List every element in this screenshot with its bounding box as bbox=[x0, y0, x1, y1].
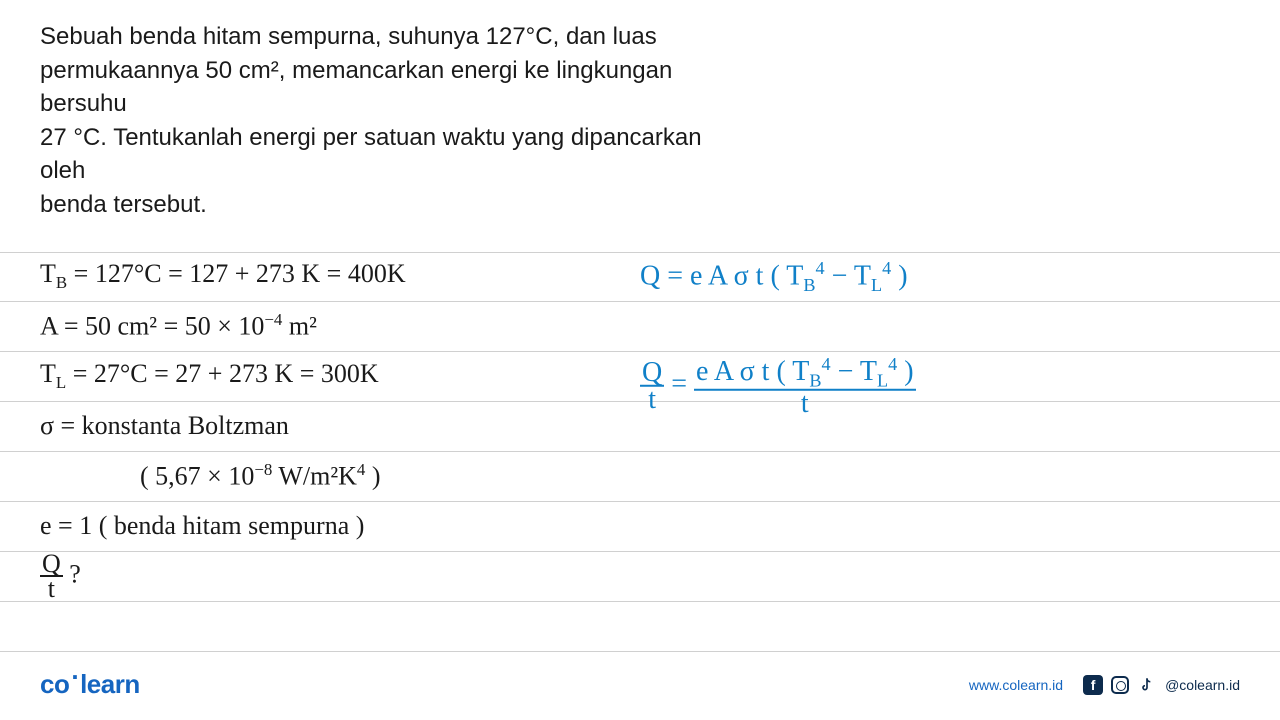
given-tb: TB = 127°C = 127 + 273 K = 400K bbox=[40, 259, 406, 293]
notebook-line: σ = konstanta Boltzman bbox=[0, 402, 1280, 452]
question-line-4: benda tersebut. bbox=[40, 188, 740, 222]
given-sigma: σ = konstanta Boltzman bbox=[40, 411, 289, 441]
notebook-line: A = 50 cm² = 50 × 10−4 m² bbox=[0, 302, 1280, 352]
question-line-3: 27 °C. Tentukanlah energi per satuan wak… bbox=[40, 121, 740, 188]
formula-q: Q = e A σ t ( TB4 − TL4 ) bbox=[640, 258, 908, 296]
website-url: www.colearn.id bbox=[969, 677, 1063, 693]
question-line-1: Sebuah benda hitam sempurna, suhunya 127… bbox=[40, 20, 740, 54]
footer: co.learn www.colearn.id f @colearn.id bbox=[0, 669, 1280, 700]
sigma-value: ( 5,67 × 10−8 W/m²K4 ) bbox=[40, 460, 381, 492]
notebook-line: TL = 27°C = 27 + 273 K = 300K Qt = e A σ… bbox=[0, 352, 1280, 402]
instagram-icon bbox=[1111, 676, 1129, 694]
footer-right: www.colearn.id f @colearn.id bbox=[969, 675, 1240, 695]
question-text: Sebuah benda hitam sempurna, suhunya 127… bbox=[0, 0, 780, 232]
given-emissivity: e = 1 ( benda hitam sempurna ) bbox=[40, 511, 364, 541]
tiktok-icon bbox=[1137, 675, 1157, 695]
notebook-area: TB = 127°C = 127 + 273 K = 400K Q = e A … bbox=[0, 252, 1280, 652]
notebook-line: TB = 127°C = 127 + 273 K = 400K Q = e A … bbox=[0, 252, 1280, 302]
notebook-line: Qt ? bbox=[0, 552, 1280, 602]
brand-logo: co.learn bbox=[40, 669, 140, 700]
social-handle: @colearn.id bbox=[1165, 677, 1240, 693]
given-area: A = 50 cm² = 50 × 10−4 m² bbox=[40, 310, 317, 342]
social-links: f @colearn.id bbox=[1083, 675, 1240, 695]
question-line-2: permukaannya 50 cm², memancarkan energi … bbox=[40, 54, 740, 121]
facebook-icon: f bbox=[1083, 675, 1103, 695]
notebook-line bbox=[0, 602, 1280, 652]
notebook-line: e = 1 ( benda hitam sempurna ) bbox=[0, 502, 1280, 552]
given-tl: TL = 27°C = 27 + 273 K = 300K bbox=[40, 359, 379, 393]
asked-q-over-t: Qt ? bbox=[40, 552, 81, 601]
notebook-line: ( 5,67 × 10−8 W/m²K4 ) bbox=[0, 452, 1280, 502]
